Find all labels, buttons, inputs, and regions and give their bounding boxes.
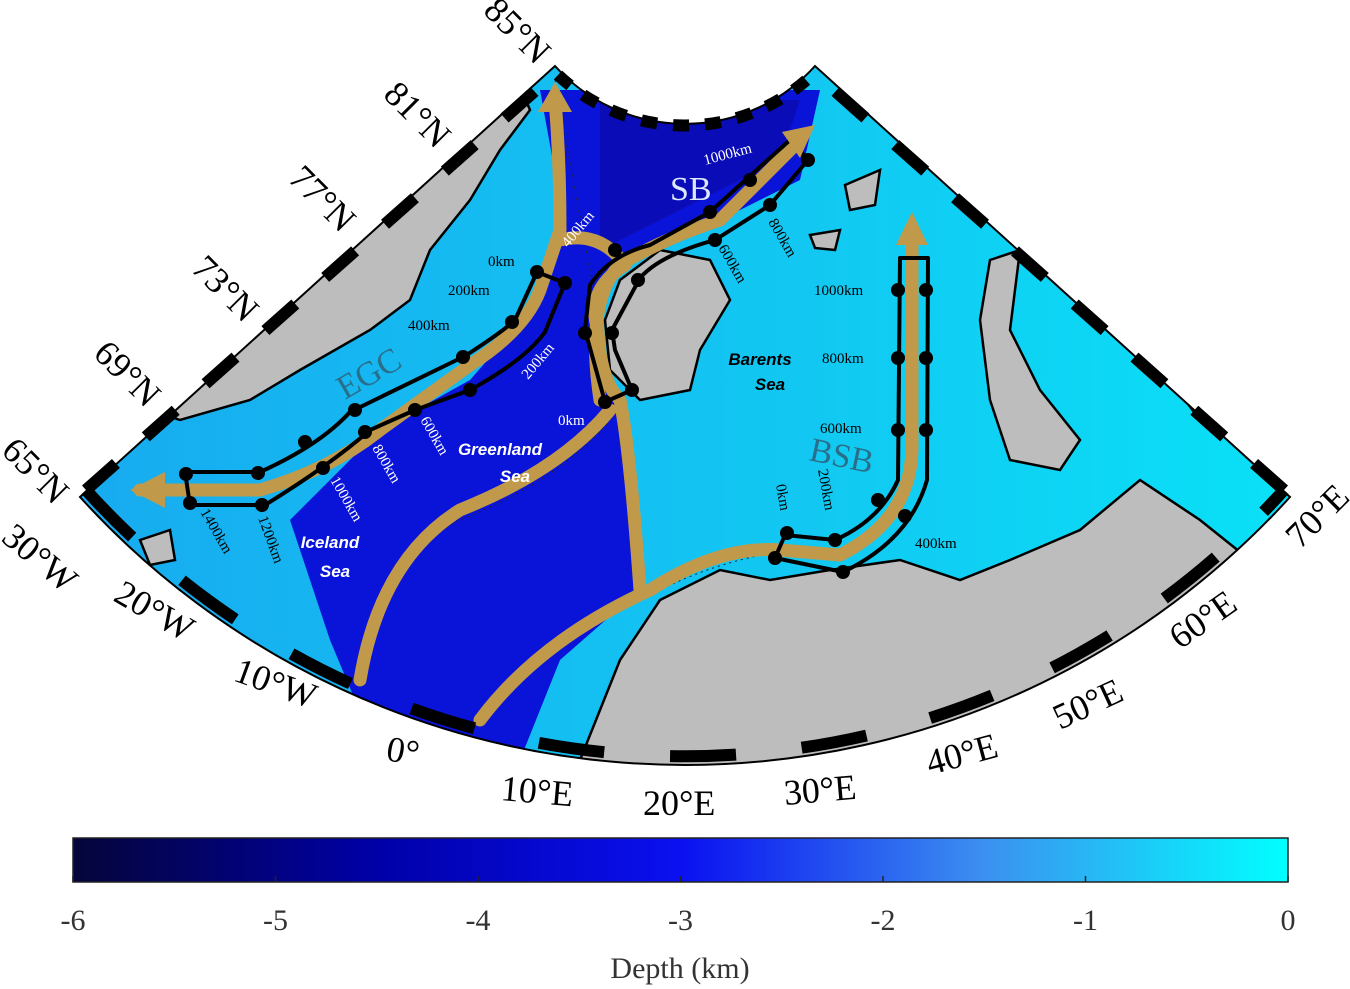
atlantic-current	[353, 403, 617, 687]
lat-label: 85°N	[476, 0, 558, 72]
colorbar: Depth (km) -6 -5 -4 -3 -2 -1 0	[61, 837, 1296, 985]
region-label: Sea	[500, 467, 530, 486]
lat-label: 77°N	[281, 157, 363, 239]
lon-label: 30°E	[782, 767, 858, 813]
region-label: Barents	[728, 350, 791, 369]
distance-label: 0km	[772, 483, 792, 512]
colorbar-tick-label: -3	[668, 904, 693, 937]
region-label: Sea	[320, 562, 350, 581]
deep-basin	[600, 100, 800, 250]
distance-label: 0km	[488, 254, 515, 270]
distance-label: 200km	[814, 468, 837, 512]
colorbar-ramp	[72, 837, 1289, 883]
region-labels: Greenland Sea Iceland Sea Barents Sea	[301, 350, 792, 581]
track-points	[179, 153, 933, 579]
lat-label: 73°N	[184, 247, 266, 329]
colorbar-tick-label: -6	[61, 904, 86, 937]
colorbar-tick-label: -5	[263, 904, 288, 937]
lat-label: 65°N	[0, 429, 77, 511]
distance-label: 0km	[558, 413, 585, 429]
novaya-zemlya	[978, 248, 1082, 472]
lon-label: 70°E	[1277, 476, 1350, 555]
lat-label: 69°N	[86, 332, 168, 414]
sb-current	[589, 133, 807, 407]
distance-label: 1000km	[814, 283, 864, 299]
lon-label: 30°W	[0, 515, 85, 600]
frame-scale	[553, 70, 817, 132]
frame-scale	[81, 485, 1289, 763]
island	[808, 228, 842, 252]
region-label: Sea	[755, 375, 785, 394]
lon-label: 10°E	[499, 768, 575, 814]
egc-track	[183, 270, 567, 507]
distance-label: 400km	[408, 318, 450, 334]
lat-label: 81°N	[376, 73, 458, 155]
lon-label: 20°E	[643, 783, 715, 823]
region-label: Iceland	[301, 533, 360, 552]
distance-label: 800km	[822, 351, 864, 367]
iceland	[138, 528, 177, 567]
distance-label: 200km	[448, 283, 490, 299]
lon-label: 40°E	[922, 725, 1002, 782]
bsb-distance-labels: 0km 200km 400km 600km 800km 1000km	[772, 283, 957, 552]
bsb-track	[773, 256, 930, 574]
colorbar-tick-label: 0	[1281, 904, 1296, 937]
colorbar-label: Depth (km)	[610, 952, 749, 985]
distance-label: 600km	[820, 421, 862, 437]
region-label: Greenland	[458, 440, 543, 459]
colorbar-tick-label: -4	[466, 904, 491, 937]
lon-label: 50°E	[1046, 670, 1129, 737]
colorbar-tick-label: -2	[871, 904, 896, 937]
franz-josef-land	[843, 167, 882, 212]
distance-label: 400km	[915, 536, 957, 552]
colorbar-tick-label: -1	[1073, 904, 1098, 937]
current-label: SB	[670, 171, 712, 208]
frame-scale	[82, 70, 1288, 495]
lon-label: 0°	[384, 728, 423, 773]
bsb-current	[473, 228, 919, 727]
deep-basin	[290, 90, 820, 760]
